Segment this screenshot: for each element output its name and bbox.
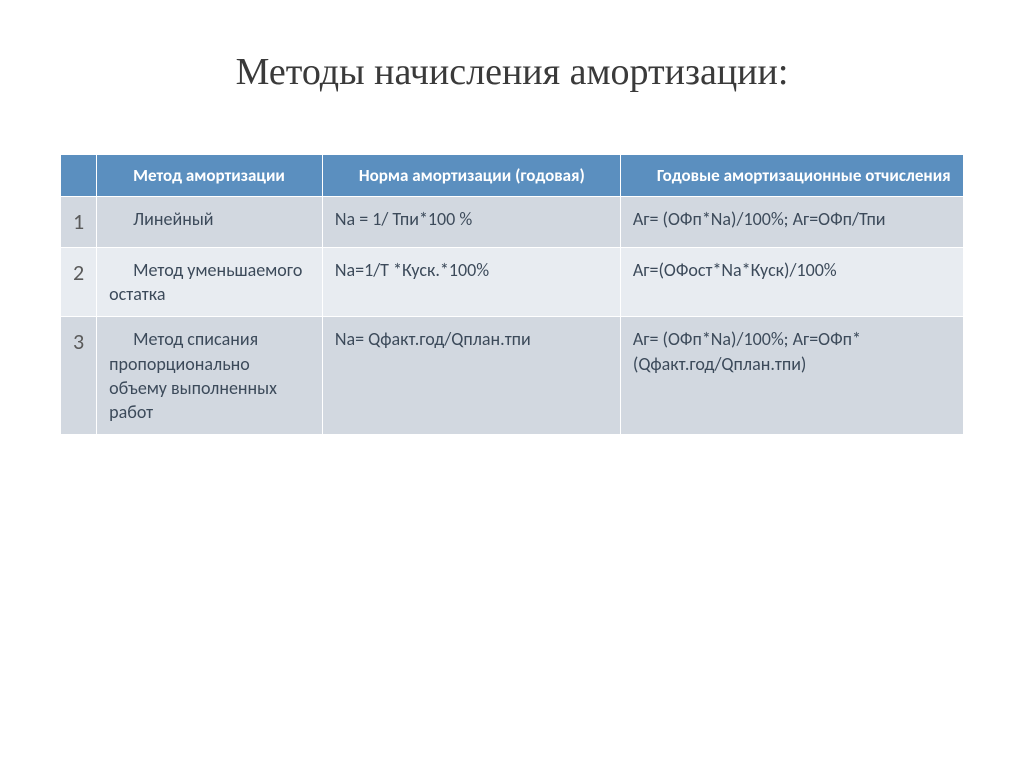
header-method: Метод амортизации	[97, 155, 323, 197]
cell-method: Метод списания пропорционально объему вы…	[97, 317, 323, 435]
header-annual: Годовые амортизационные отчисления	[620, 155, 963, 197]
cell-annual: Аг= (ОФп*Nа)/100%; Аг=ОФп/Тпи	[620, 197, 963, 248]
cell-num: 1	[61, 197, 97, 248]
cell-method: Линейный	[97, 197, 323, 248]
header-num	[61, 155, 97, 197]
cell-norm: Nа= Qфакт.год/Qплан.тпи	[322, 317, 620, 435]
amortization-table: Метод амортизации Норма амортизации (год…	[60, 154, 964, 435]
cell-num: 3	[61, 317, 97, 435]
table-row: 1 Линейный Nа = 1/ Тпи*100 % Аг= (ОФп*Nа…	[61, 197, 964, 248]
cell-annual: Аг= (ОФп*Nа)/100%; Аг=ОФп*(Qфакт.год/Qпл…	[620, 317, 963, 435]
slide-title: Методы начисления амортизации:	[60, 50, 964, 94]
table-row: 2 Метод уменьшаемого остатка Nа=1/Т *Кус…	[61, 247, 964, 317]
table-row: 3 Метод списания пропорционально объему …	[61, 317, 964, 435]
cell-method: Метод уменьшаемого остатка	[97, 247, 323, 317]
cell-norm: Nа=1/Т *Куск.*100%	[322, 247, 620, 317]
cell-num: 2	[61, 247, 97, 317]
table-header-row: Метод амортизации Норма амортизации (год…	[61, 155, 964, 197]
slide: Методы начисления амортизации: Метод амо…	[0, 0, 1024, 768]
cell-norm: Nа = 1/ Тпи*100 %	[322, 197, 620, 248]
cell-annual: Аг=(ОФост*Nа*Куск)/100%	[620, 247, 963, 317]
header-norm: Норма амортизации (годовая)	[322, 155, 620, 197]
